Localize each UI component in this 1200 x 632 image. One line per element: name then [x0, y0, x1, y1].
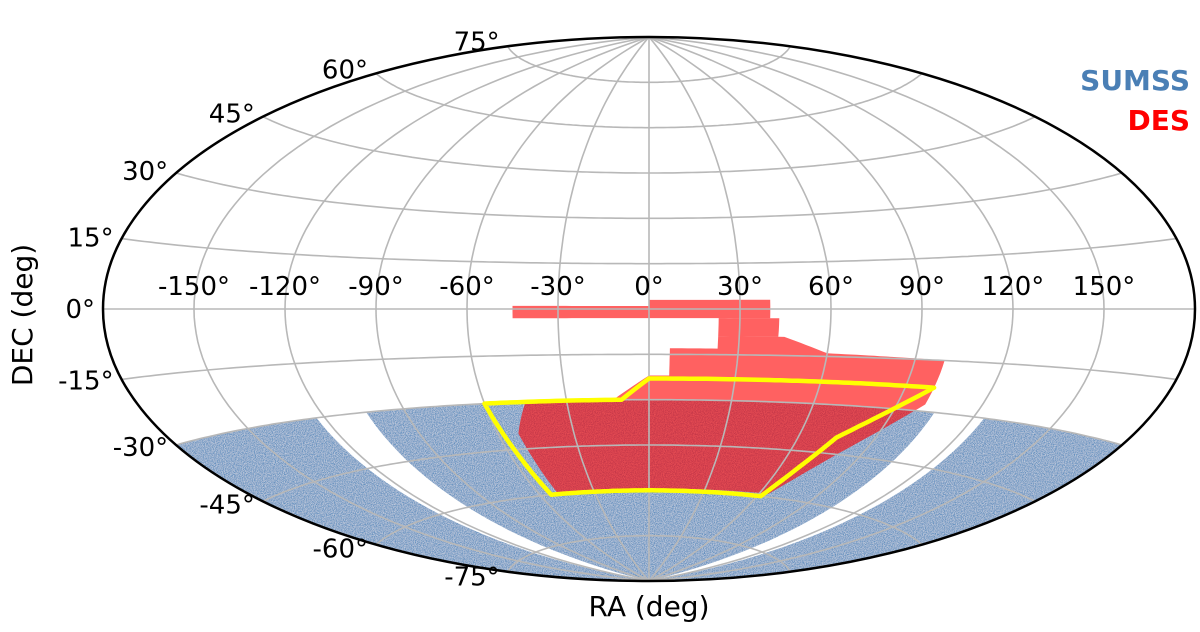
dec-tick-label: 75° [454, 27, 500, 57]
dec-tick-label: -75° [444, 563, 499, 593]
sky-boundary [101, 35, 1197, 583]
dec-tick-label: -60° [313, 535, 368, 565]
des-region-0 [512, 305, 649, 319]
dec-tick-label: -45° [199, 490, 254, 520]
dec-tick-label: 15° [68, 224, 114, 254]
legend-item-sumss: SUMSS [1080, 64, 1190, 97]
grid-meridian [648, 37, 923, 581]
ra-tick-label: -60° [439, 272, 494, 302]
grid-meridian [466, 37, 650, 581]
ra-tick-label: 0° [634, 272, 664, 302]
ra-tick-label: 30° [717, 272, 763, 302]
grid-meridian [375, 37, 650, 581]
ra-tick-labels: -150° -120° -90° -60° -30° 0° 30° 60° 90° 120° 150… [158, 272, 1135, 302]
ra-tick-label: 60° [808, 272, 854, 302]
legend-item-des: DES [1127, 104, 1190, 137]
sumss-region-2 [649, 418, 1122, 581]
des-region-2 [718, 318, 780, 337]
ra-tick-label: 150° [1073, 272, 1136, 302]
grid-meridian [193, 37, 650, 581]
des-region-3 [518, 336, 945, 495]
ra-tick-label: 120° [982, 272, 1045, 302]
dec-tick-label: 0° [65, 295, 95, 325]
outline-polygon [482, 376, 937, 499]
dec-tick-label: 60° [322, 55, 368, 85]
x-axis-label: RA (deg) [589, 590, 710, 623]
ra-tick-label: 90° [899, 272, 945, 302]
dec-tick-label: 45° [209, 100, 255, 130]
grid-meridian [648, 37, 1105, 581]
grid-meridian [284, 37, 650, 581]
dec-tick-label: 30° [122, 157, 168, 187]
sumss-region-0 [176, 417, 649, 581]
dec-tick-labels: -75° -60° -45° -30° -15° 0° 15° 30° 45° 60° 75° [58, 27, 500, 592]
grid-lines [103, 37, 1195, 581]
ra-tick-label: -120° [249, 272, 321, 302]
ra-tick-label: -30° [530, 272, 585, 302]
ra-tick-label: -90° [348, 272, 403, 302]
legend: SUMSS DES [1080, 64, 1190, 137]
sky-plot-area [103, 37, 1195, 581]
ra-tick-label: -150° [158, 272, 230, 302]
selection-outline [482, 376, 937, 499]
dec-tick-label: -15° [58, 366, 113, 396]
grid-meridian [648, 37, 1014, 581]
y-axis-label: DEC (deg) [6, 244, 39, 386]
dec-tick-label: -30° [113, 433, 168, 463]
